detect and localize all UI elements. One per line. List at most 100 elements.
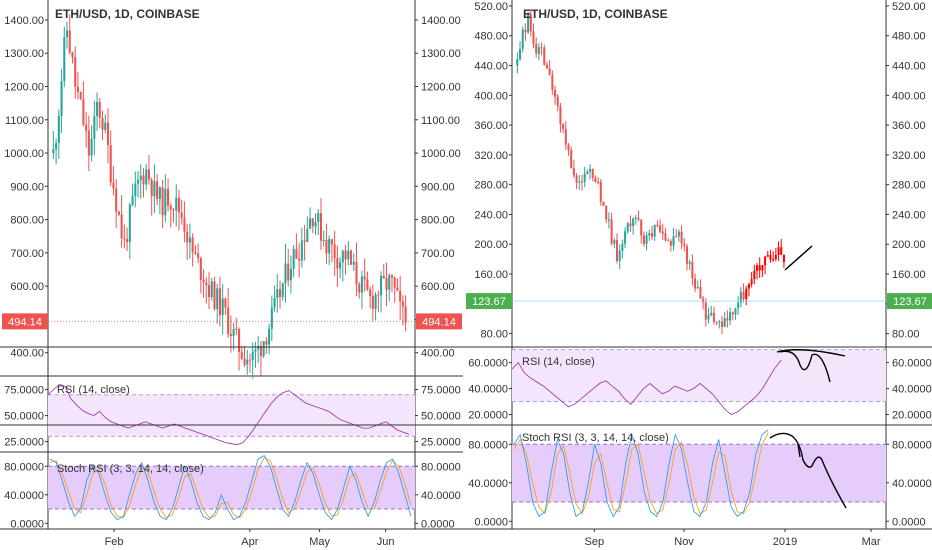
candle-body: [101, 118, 104, 130]
candle-body: [74, 57, 77, 87]
candle-body: [262, 341, 265, 357]
candle-body: [599, 182, 602, 202]
y-tick-label-left: 440.00: [474, 61, 508, 73]
candle-body: [626, 223, 629, 232]
candle-body: [529, 14, 532, 32]
candle-body: [664, 233, 667, 241]
candle-body: [172, 209, 175, 211]
candle-body: [221, 298, 224, 316]
candle-body: [248, 359, 252, 361]
candle-body: [669, 241, 672, 246]
candle-body: [150, 179, 153, 197]
candle-body: [55, 142, 58, 150]
candle-body: [349, 250, 353, 265]
y-tick-label-right: 25.0000: [421, 437, 461, 449]
y-tick-label-left: 400.00: [10, 348, 44, 360]
right-x-axis: Sep Nov 2019 Mar: [584, 529, 881, 548]
y-tick-label-left: 1000.00: [4, 148, 44, 160]
candle-body: [772, 259, 775, 261]
candle-body: [169, 205, 172, 210]
candle-body: [96, 102, 99, 117]
y-tick-label-right: 400.00: [892, 90, 926, 102]
candle-body: [183, 218, 186, 232]
candle-body: [227, 307, 230, 334]
candle-body: [268, 328, 271, 345]
x-tick-label: 2019: [773, 536, 797, 548]
candle-body: [216, 288, 219, 309]
candle-body: [605, 205, 608, 220]
candle-body: [653, 224, 656, 237]
candle-body: [298, 258, 301, 261]
right-price-pane[interactable]: 80.0080.00120.00120.00160.00160.00200.00…: [0, 0, 932, 348]
candle-body: [545, 64, 548, 69]
candle-body: [213, 281, 216, 309]
candle-body: [229, 333, 232, 336]
candle-body: [715, 321, 718, 323]
y-tick-label-left: 40.0000: [468, 478, 508, 490]
y-tick-label-left: 50.0000: [4, 411, 44, 423]
left-price-pane[interactable]: 400.00400.00500.00500.00600.00600.00700.…: [0, 0, 463, 379]
candle-body: [761, 265, 764, 271]
y-tick-label-left: 40.0000: [4, 490, 44, 502]
x-tick-label: Sep: [584, 536, 604, 548]
rsi-projection-drawing[interactable]: [779, 350, 831, 383]
stoch-projection-drawing[interactable]: [769, 432, 847, 509]
candle-body: [618, 250, 621, 262]
y-tick-label-right: 480.00: [892, 31, 926, 43]
candle-body: [564, 128, 567, 145]
candle-body: [240, 352, 243, 359]
candle-body: [120, 214, 123, 239]
stoch-d-line: [513, 432, 769, 515]
y-tick-label-right: 240.00: [892, 209, 926, 221]
candle-body: [521, 29, 524, 49]
candle-body: [543, 47, 546, 65]
y-tick-label-right: 280.00: [892, 180, 926, 192]
right-rsi-pane[interactable]: 20.0000 20.0000 40.0000 40.0000 60.0000 60.00…: [0, 347, 932, 426]
candle-body: [355, 261, 358, 285]
y-tick-label-left: 1300.00: [4, 48, 44, 60]
candle-body: [123, 238, 126, 240]
candle-body: [202, 279, 205, 283]
y-tick-label-right: 80.00: [892, 329, 920, 341]
y-tick-label-right: 900.00: [421, 181, 455, 193]
candle-body: [755, 265, 759, 271]
trendline-drawing[interactable]: [784, 245, 813, 271]
left-stoch-rsi-pane[interactable]: 0.0000 0.0000 40.0000 40.0000 80.0000 80.0000: [0, 452, 463, 530]
x-tick-label: Apr: [241, 536, 258, 548]
y-tick-label-left: 20.0000: [468, 410, 508, 422]
candle-body: [306, 228, 309, 242]
candle-body: [718, 321, 721, 323]
rsi-line: [511, 359, 782, 416]
candle-body: [764, 256, 767, 266]
candle-body: [197, 253, 200, 259]
candle-body: [589, 169, 592, 172]
candle-body: [685, 246, 689, 264]
candle-body: [548, 68, 551, 75]
stoch-k-line: [513, 429, 769, 518]
candle-body: [115, 188, 118, 212]
y-tick-label-left: 0.0000: [474, 516, 508, 528]
candle-body: [131, 196, 134, 205]
y-tick-label-right: 80.0000: [892, 439, 932, 451]
candle-body: [180, 212, 183, 219]
stoch-d-line: [49, 457, 412, 519]
y-tick-label-left: 200.00: [474, 239, 508, 251]
candle-body: [382, 275, 385, 279]
x-tick-label: Jun: [377, 536, 395, 548]
candle-body: [341, 250, 344, 263]
candle-body: [766, 255, 769, 257]
right-stoch-rsi-pane[interactable]: 0.0000 0.0000 40.0000 40.0000 80.0000 80.0000: [0, 425, 932, 530]
candle-body: [117, 211, 120, 215]
left-rsi-pane[interactable]: 25.0000 25.0000 50.0000 50.0000 75.0000 75.00…: [0, 376, 463, 453]
candle-body: [358, 284, 361, 293]
candle-body: [680, 231, 683, 244]
price-badge: [466, 293, 512, 310]
candle-body: [661, 231, 664, 234]
candle-body: [656, 224, 659, 226]
candle-body: [777, 247, 780, 255]
candle-body: [153, 181, 156, 197]
candle-body: [319, 213, 323, 241]
candle-body: [158, 187, 161, 199]
y-tick-label-left: 75.0000: [4, 385, 44, 397]
candle-body: [602, 201, 605, 206]
